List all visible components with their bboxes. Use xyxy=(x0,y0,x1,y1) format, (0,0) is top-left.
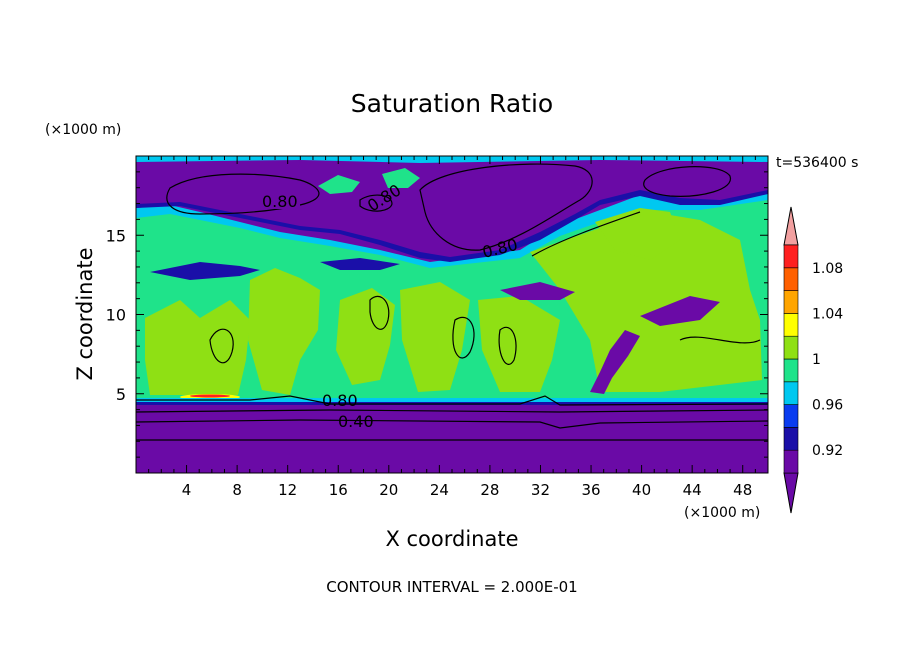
x-tick-label: 40 xyxy=(632,481,651,499)
field-patch-lightgreen-3 xyxy=(336,288,395,385)
field-patch-lightgreen-1 xyxy=(145,300,250,395)
y-axis-title: Z coordinate xyxy=(73,247,97,380)
contour-upper-left xyxy=(166,173,320,215)
contour-upper-mid xyxy=(419,163,593,251)
colorbar-label: 1.04 xyxy=(812,306,843,322)
colorbar-swatch xyxy=(783,244,799,269)
colorbar-swatch xyxy=(783,404,799,428)
y-tick-label: 15 xyxy=(106,226,126,245)
x-unit-label: (×1000 m) xyxy=(684,505,760,521)
field-spot-red xyxy=(190,394,230,398)
colorbar-swatch xyxy=(783,290,799,314)
x-tick-label: 36 xyxy=(581,481,600,499)
contour-cell-2 xyxy=(369,295,390,330)
colorbar-swatch xyxy=(783,427,799,451)
x-tick-label: 12 xyxy=(278,481,297,499)
x-axis-title: X coordinate xyxy=(385,527,518,551)
time-label: t=536400 s xyxy=(776,155,858,171)
contour-lines xyxy=(136,163,768,441)
colorbar-label: 1 xyxy=(812,352,821,368)
x-tick-label: 48 xyxy=(733,481,752,499)
colorbar-label: 1.08 xyxy=(812,261,843,277)
field-patch-lightgreen-4 xyxy=(400,282,470,392)
x-tick-label: 16 xyxy=(329,481,348,499)
field-patch-lightgreen-6 xyxy=(530,210,762,392)
x-tick-label: 24 xyxy=(430,481,449,499)
field-dry-streak-4 xyxy=(640,296,720,326)
contour-label-group: 0.80 0.80 0.80 0.80 0.40 xyxy=(260,180,520,431)
colorbar-label: 0.96 xyxy=(812,398,843,414)
field-dry-streak-3 xyxy=(500,282,575,300)
field-patch-lightgreen-2 xyxy=(248,268,320,395)
x-tick-label: 32 xyxy=(531,481,550,499)
colorbar-over-triangle xyxy=(783,206,799,246)
field-boundary-cyan xyxy=(136,398,768,402)
contour-right-region xyxy=(531,211,761,344)
plot-area: 0.80 0.80 0.80 0.80 0.40 xyxy=(136,156,768,473)
colorbar-under-triangle xyxy=(783,472,799,514)
contour-interval-note: CONTOUR INTERVAL = 2.000E-01 xyxy=(326,578,577,596)
field-boundary-dry xyxy=(136,405,768,473)
chart-title: Saturation Ratio xyxy=(351,89,553,118)
x-tick-label: 44 xyxy=(683,481,702,499)
colorbar-swatch xyxy=(783,335,799,360)
colorbar-swatch xyxy=(783,267,799,291)
contour-cell-3 xyxy=(452,316,475,359)
colorbar: 1.08 1.04 1 0.96 0.92 xyxy=(783,206,843,514)
field-dry-streak-1 xyxy=(150,262,260,280)
contour-cell-1 xyxy=(209,328,234,364)
contour-boundary-060 xyxy=(136,409,768,413)
y-unit-label: (×1000 m) xyxy=(45,122,121,138)
colorbar-label: 0.92 xyxy=(812,443,843,459)
field-upper-green-pocket-1 xyxy=(318,175,360,194)
x-tick-label: 4 xyxy=(182,481,192,499)
contour-label-1: 0.80 xyxy=(262,192,298,211)
y-tick-label: 5 xyxy=(116,385,126,404)
y-tick-label: 10 xyxy=(106,306,126,325)
contour-label-5: 0.40 xyxy=(338,412,374,431)
x-tick-label: 28 xyxy=(480,481,499,499)
contour-cell-4 xyxy=(498,326,517,365)
field-upper-dry xyxy=(136,156,768,257)
contour-boundary-040 xyxy=(136,419,768,429)
y-axis: 5 10 15 xyxy=(106,171,768,458)
field-patch-lightgreen-5 xyxy=(478,296,560,392)
colorbar-swatch xyxy=(783,449,799,474)
colorbar-swatch xyxy=(783,381,799,405)
field-dry-plume xyxy=(590,330,640,394)
contour-boundary-080 xyxy=(136,395,768,406)
contour-upper-right xyxy=(643,166,731,197)
colorbar-swatch xyxy=(783,358,799,383)
x-tick-label: 8 xyxy=(232,481,242,499)
colorbar-swatch xyxy=(783,313,799,337)
x-tick-label: 20 xyxy=(379,481,398,499)
contour-label-4: 0.80 xyxy=(322,391,358,410)
field-dry-streak-2 xyxy=(320,258,400,270)
x-axis: 4 8 12 16 20 24 28 32 36 40 44 48 xyxy=(148,156,756,499)
contour-upper-small xyxy=(359,194,393,212)
field-upper-green-pocket-2 xyxy=(382,168,420,188)
